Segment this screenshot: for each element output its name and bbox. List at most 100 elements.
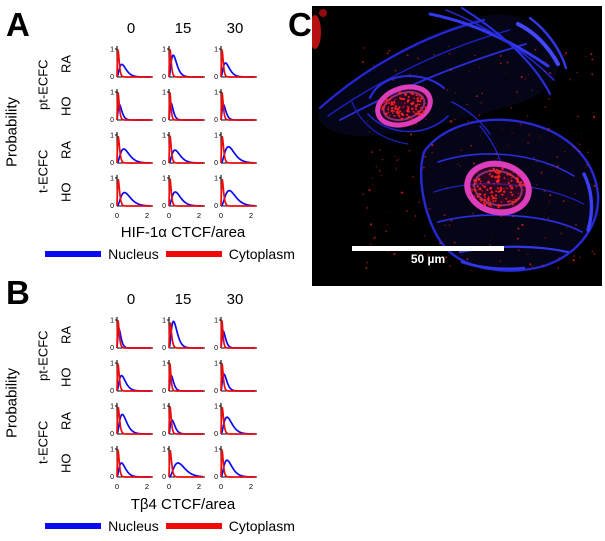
miniplot-A-pt-ECFC-RA-30: 10 [214,46,257,81]
svg-text:1: 1 [214,90,218,97]
svg-text:0: 0 [162,345,166,352]
nucleus-curve [220,103,256,121]
svg-text:1: 1 [110,361,114,368]
svg-text:1: 1 [214,133,218,140]
svg-text:1: 1 [110,133,114,140]
panel-a-col-header-30: 30 [226,20,244,37]
cytoplasm-curve [220,91,256,121]
svg-text:0: 0 [162,388,166,395]
miniplot-B-pt-ECFC-RA-0: 10 [110,317,153,352]
svg-text:0: 0 [214,160,218,167]
panel-b-col-header-30: 30 [226,291,244,308]
cytoplasm-curve [168,449,204,478]
svg-text:0: 0 [214,74,218,81]
panel-b-col-header-15: 15 [174,291,192,308]
cytoplasm-curve [116,178,152,207]
miniplot-A-pt-ECFC-HO-0: 10 [110,89,153,124]
panel-a-col-header-15: 15 [174,20,192,37]
panel-b-group-label-t-ecfc: t-ECFC [35,420,51,464]
miniplot-A-t-ECFC-RA-0: 10 [110,132,153,167]
cytoplasm-curve [116,91,152,121]
svg-text:0: 0 [110,388,114,395]
panel-a-group-label-t-ecfc: t-ECFC [35,149,51,193]
svg-text:0: 0 [162,160,166,167]
miniplot-B-pt-ECFC-HO-15: 10 [162,360,205,395]
miniplot-A-t-ECFC-HO-15: 1 00 2 [162,175,205,220]
svg-text:1: 1 [110,404,114,411]
svg-text:0: 0 [162,74,166,81]
cytoplasm-curve [116,363,152,392]
svg-text:0: 0 [162,117,166,124]
cytoplasm-curve [168,135,204,164]
speckle-layer [361,45,596,271]
miniplot-B-t-ECFC-RA-30: 10 [214,403,257,438]
nucleus-legend-swatch [45,251,102,257]
svg-text:1: 1 [162,90,166,97]
panel-a-row-label-2: RA [58,140,74,159]
panel-b-ylabel: Probability [3,367,21,439]
cytoplasm-curve [220,49,256,78]
svg-text:0: 0 [110,474,114,481]
cytoplasm-legend-label: Cytoplasm [228,518,295,534]
svg-text:1: 1 [162,404,166,411]
miniplot-B-t-ECFC-HO-30: 1 00 2 [214,446,257,491]
svg-text:1: 1 [214,404,218,411]
svg-text:1: 1 [162,318,166,325]
nucleus-curve [220,373,256,392]
svg-text:1: 1 [110,447,114,454]
panel-a-letter: A [6,6,30,43]
cytoplasm-curve [168,48,204,78]
svg-text:0: 0 [110,431,114,438]
svg-text:0: 0 [115,482,119,491]
panel-a-group-label-pt-ecfc: pt-ECFC [35,59,51,111]
miniplot-B-t-ECFC-HO-15: 1 00 2 [162,446,205,491]
nucleus-curve [168,54,204,78]
cytoplasm-curve [220,406,256,435]
svg-text:1: 1 [214,318,218,325]
nucleus-curve [116,374,152,392]
svg-text:1: 1 [162,447,166,454]
panel-b-row-label-2: RA [58,411,74,430]
svg-text:0: 0 [214,117,218,124]
cytoplasm-curve [116,449,152,478]
cytoplasm-curve [220,320,256,349]
svg-text:0: 0 [214,431,218,438]
fluorescence-micrograph: 50 µm [312,6,602,286]
miniplot-B-pt-ECFC-RA-30: 10 [214,317,257,352]
nucleus-curve [220,330,256,349]
panel-a-row-label-1: HO [58,96,74,117]
svg-text:1: 1 [110,90,114,97]
miniplot-A-pt-ECFC-RA-15: 10 [162,46,205,81]
svg-text:0: 0 [167,482,171,491]
cytoplasm-legend-label: Cytoplasm [228,246,295,262]
miniplot-A-pt-ECFC-RA-0: 10 [110,46,153,81]
svg-text:1: 1 [214,447,218,454]
svg-text:0: 0 [214,203,218,210]
scale-bar-label: 50 µm [411,252,445,266]
cytoplasm-curve [168,92,204,121]
svg-text:1: 1 [162,133,166,140]
miniplot-B-t-ECFC-RA-0: 10 [110,403,153,438]
panel-b-row-label-1: HO [58,367,74,388]
svg-text:0: 0 [162,203,166,210]
miniplot-A-t-ECFC-HO-30: 1 00 2 [214,175,257,220]
miniplot-A-t-ECFC-RA-15: 10 [162,132,205,167]
cytoplasm-curve [168,178,204,207]
miniplot-B-pt-ECFC-RA-15: 10 [162,317,205,352]
micrograph-background [312,6,602,286]
panel-b-row-label-3: HO [58,453,74,474]
miniplot-A-t-ECFC-HO-0: 1 00 2 [110,175,153,220]
svg-text:0: 0 [110,117,114,124]
cytoplasm-curve [220,178,256,207]
cytoplasm-curve [220,449,256,478]
nucleus-curve [168,374,204,392]
svg-text:1: 1 [214,176,218,183]
panel-c-letter: C [288,6,312,43]
svg-text:0: 0 [162,431,166,438]
nucleus-curve [168,320,204,349]
svg-text:2: 2 [145,482,149,491]
nucleus-legend-label: Nucleus [108,518,159,534]
